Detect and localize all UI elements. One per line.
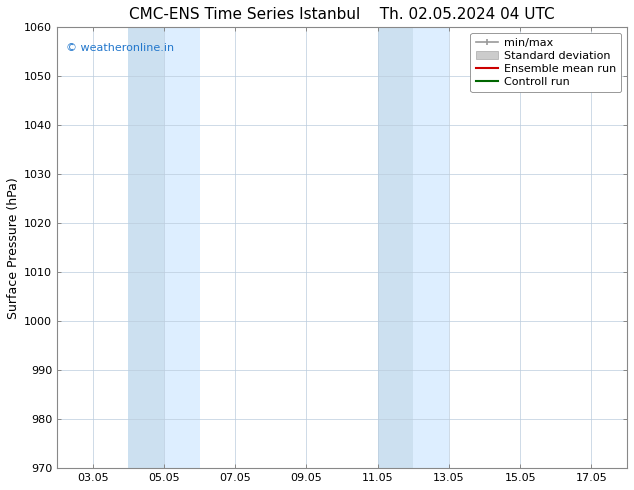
Bar [378,27,413,468]
Legend: min/max, Standard deviation, Ensemble mean run, Controll run: min/max, Standard deviation, Ensemble me… [470,33,621,92]
Title: CMC-ENS Time Series Istanbul    Th. 02.05.2024 04 UTC: CMC-ENS Time Series Istanbul Th. 02.05.2… [129,7,555,22]
Bar [164,27,200,468]
Bar [413,27,449,468]
Y-axis label: Surface Pressure (hPa): Surface Pressure (hPa) [7,177,20,318]
Bar [128,27,164,468]
Text: © weatheronline.in: © weatheronline.in [66,43,174,53]
